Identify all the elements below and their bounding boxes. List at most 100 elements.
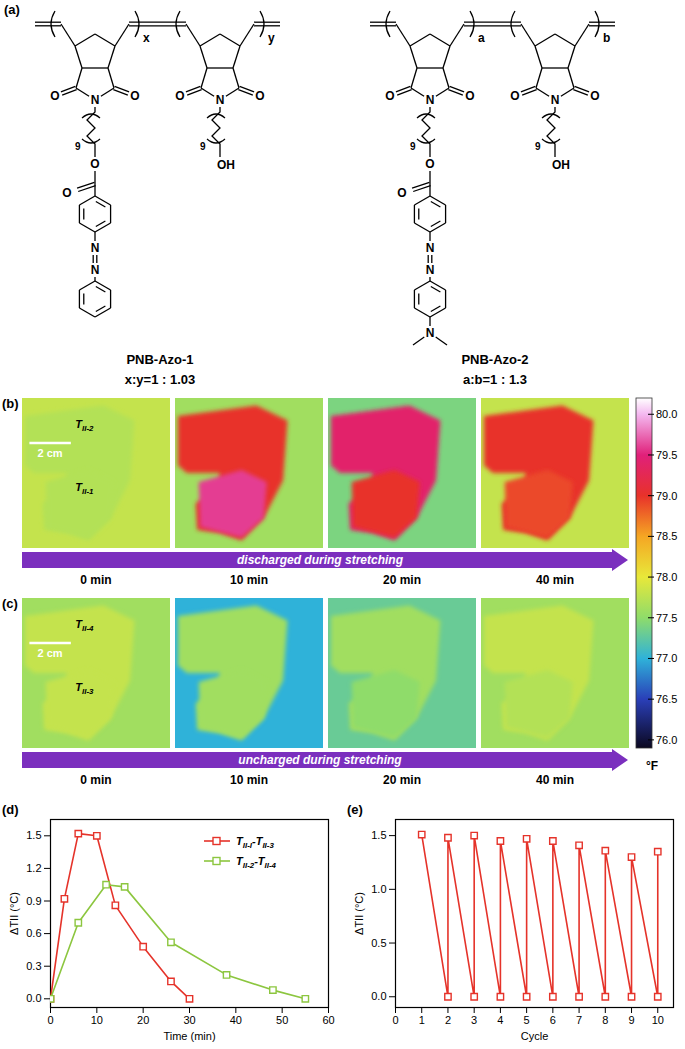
svg-text:1: 1 — [419, 1014, 425, 1026]
svg-text:TII-2-TII-4: TII-2-TII-4 — [236, 855, 277, 870]
svg-text:9: 9 — [535, 141, 541, 152]
svg-text:O: O — [130, 89, 139, 103]
svg-text:7: 7 — [576, 1014, 582, 1026]
svg-text:10 min: 10 min — [230, 573, 268, 587]
svg-text:N: N — [91, 241, 100, 255]
svg-text:0.0: 0.0 — [371, 990, 386, 1002]
svg-text:ΔTII (°C): ΔTII (°C) — [8, 892, 20, 935]
svg-text:OH: OH — [552, 158, 570, 172]
svg-text:O: O — [385, 89, 394, 103]
svg-text:O: O — [590, 89, 599, 103]
svg-text:O: O — [90, 157, 99, 171]
svg-text:N: N — [91, 263, 100, 277]
svg-text:20 min: 20 min — [383, 573, 421, 587]
svg-text:1.5: 1.5 — [26, 829, 41, 841]
svg-text:9: 9 — [628, 1014, 634, 1026]
svg-text:TII-1: TII-1 — [75, 481, 93, 496]
svg-text:8: 8 — [602, 1014, 608, 1026]
svg-text:N: N — [216, 93, 225, 107]
svg-text:0: 0 — [392, 1014, 398, 1026]
svg-text:PNB-Azo-2: PNB-Azo-2 — [461, 352, 528, 367]
svg-text:(a): (a) — [4, 2, 20, 17]
svg-text:1.5: 1.5 — [371, 829, 386, 841]
svg-text:discharged during stretching: discharged during stretching — [237, 553, 404, 567]
svg-text:78.0: 78.0 — [656, 571, 677, 583]
svg-text:2 cm: 2 cm — [38, 647, 63, 659]
svg-text:60: 60 — [322, 1014, 334, 1026]
svg-text:x:y=1 : 1.03: x:y=1 : 1.03 — [125, 372, 195, 387]
svg-text:TII-2: TII-2 — [75, 418, 94, 433]
svg-text:30: 30 — [183, 1014, 195, 1026]
svg-text:N: N — [426, 263, 435, 277]
svg-text:N: N — [91, 93, 100, 107]
svg-text:78.5: 78.5 — [656, 530, 677, 542]
svg-text:0: 0 — [47, 1014, 53, 1026]
svg-text:77.5: 77.5 — [656, 612, 677, 624]
svg-text:(d): (d) — [2, 802, 19, 817]
svg-text:80.0: 80.0 — [656, 408, 677, 420]
svg-text:76.0: 76.0 — [656, 734, 677, 746]
svg-text:0.5: 0.5 — [371, 937, 386, 949]
svg-text:10: 10 — [91, 1014, 103, 1026]
svg-text:Cycle: Cycle — [521, 1030, 549, 1042]
svg-text:0.0: 0.0 — [26, 992, 41, 1004]
svg-text:0.9: 0.9 — [26, 895, 41, 907]
svg-text:(b): (b) — [2, 396, 19, 411]
svg-text:9: 9 — [410, 141, 416, 152]
svg-text:5: 5 — [524, 1014, 530, 1026]
svg-text:Time (min): Time (min) — [163, 1030, 215, 1042]
svg-text:N: N — [551, 93, 560, 107]
svg-text:20 min: 20 min — [383, 773, 421, 787]
svg-text:6: 6 — [550, 1014, 556, 1026]
svg-text:b: b — [603, 31, 610, 45]
svg-text:x: x — [143, 31, 150, 45]
svg-text:O: O — [397, 186, 406, 200]
svg-text:0 min: 0 min — [80, 773, 111, 787]
svg-text:°F: °F — [646, 759, 658, 773]
svg-text:3: 3 — [471, 1014, 477, 1026]
svg-text:N: N — [426, 241, 435, 255]
svg-text:0 min: 0 min — [80, 573, 111, 587]
svg-text:OH: OH — [217, 158, 235, 172]
svg-text:ΔTII (°C): ΔTII (°C) — [353, 892, 365, 935]
svg-text:40 min: 40 min — [536, 573, 574, 587]
svg-text:(e): (e) — [347, 802, 363, 817]
svg-text:O: O — [62, 186, 71, 200]
svg-text:2: 2 — [445, 1014, 451, 1026]
svg-text:10: 10 — [652, 1014, 664, 1026]
svg-text:a:b=1 : 1.3: a:b=1 : 1.3 — [463, 372, 527, 387]
svg-text:a: a — [478, 31, 485, 45]
svg-text:76.5: 76.5 — [656, 693, 677, 705]
svg-text:PNB-Azo-1: PNB-Azo-1 — [126, 352, 193, 367]
svg-text:O: O — [175, 89, 184, 103]
svg-text:uncharged during stretching: uncharged during stretching — [238, 753, 402, 767]
svg-text:TII-3: TII-3 — [75, 681, 94, 696]
svg-text:9: 9 — [200, 141, 206, 152]
svg-text:O: O — [425, 157, 434, 171]
svg-text:4: 4 — [497, 1014, 503, 1026]
svg-text:20: 20 — [137, 1014, 149, 1026]
svg-text:79.0: 79.0 — [656, 490, 677, 502]
svg-text:TII-I-TII-3: TII-I-TII-3 — [236, 835, 274, 850]
svg-text:O: O — [465, 89, 474, 103]
svg-text:40: 40 — [230, 1014, 242, 1026]
svg-text:N: N — [426, 93, 435, 107]
svg-text:y: y — [268, 31, 275, 45]
svg-text:O: O — [510, 89, 519, 103]
svg-text:O: O — [255, 89, 264, 103]
svg-text:0.3: 0.3 — [26, 960, 41, 972]
svg-text:(c): (c) — [2, 596, 18, 611]
svg-text:N: N — [426, 326, 435, 340]
svg-text:1.2: 1.2 — [26, 862, 41, 874]
svg-text:79.5: 79.5 — [656, 449, 677, 461]
svg-text:40 min: 40 min — [536, 773, 574, 787]
svg-text:77.0: 77.0 — [656, 652, 677, 664]
svg-text:0.6: 0.6 — [26, 927, 41, 939]
svg-text:10 min: 10 min — [230, 773, 268, 787]
svg-text:1.0: 1.0 — [371, 883, 386, 895]
svg-text:50: 50 — [276, 1014, 288, 1026]
svg-text:2 cm: 2 cm — [38, 447, 63, 459]
svg-text:TII-4: TII-4 — [75, 618, 94, 633]
svg-text:9: 9 — [75, 141, 81, 152]
svg-text:O: O — [50, 89, 59, 103]
